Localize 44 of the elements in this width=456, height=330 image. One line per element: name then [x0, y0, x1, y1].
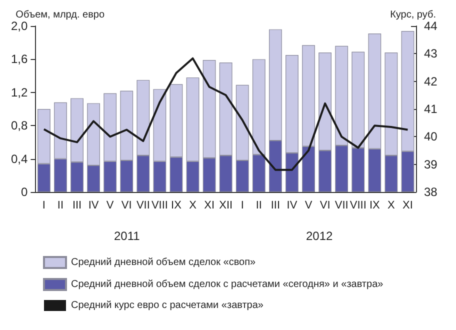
x-tick-label: VI: [121, 200, 132, 212]
x-tick-label: II: [57, 200, 64, 212]
x-tick-label: IX: [171, 200, 182, 212]
legend-label: Средний дневной объем сделок с расчетами «сегодня» и «завтра»: [71, 279, 384, 290]
y2-tick-label: 41: [424, 102, 438, 116]
x-tick-label: VII: [334, 200, 348, 212]
x-tick-label: VII: [136, 200, 150, 212]
x-tick-label: IX: [369, 200, 381, 212]
line-series: [42, 57, 409, 171]
x-tick-label: IV: [88, 200, 100, 212]
y-axis-title: Объем, млрд. евро: [16, 10, 105, 20]
text: 2011: [114, 229, 140, 243]
x-tick-label: I: [42, 200, 46, 212]
y2-tick-label: 39: [424, 157, 438, 172]
y-tick-label: 1,2: [10, 85, 28, 100]
x-tick-label: X: [189, 200, 198, 212]
x-tick-label: III: [270, 200, 280, 212]
x-tick-label: II: [256, 200, 262, 212]
y-tick-label: 0,4: [10, 152, 28, 166]
x-tick-label: VIII: [350, 200, 366, 212]
x-tick-label: VI: [320, 200, 330, 212]
legend-label: Средний курс евро с расчетами «завтра»: [71, 300, 264, 311]
x-tick-label: XII: [219, 200, 233, 212]
x-tick-label: X: [388, 200, 396, 212]
x-tick-label: IV: [286, 200, 298, 212]
y2-tick-label: 40: [424, 130, 438, 144]
y2-tick-label: 43: [424, 46, 438, 61]
legend-label: Средний дневной объем сделок «своп»: [71, 257, 256, 268]
y2-tick-label: 44: [424, 19, 438, 33]
y2-tick-label: 42: [424, 74, 438, 88]
y-tick-label: 2,0: [10, 19, 28, 33]
y2-axis-title: Курс, руб.: [390, 10, 436, 20]
x-tick-label: I: [240, 200, 244, 212]
y-tick-label: 1,6: [10, 52, 28, 66]
x-tick-label: XI: [204, 200, 215, 212]
x-tick-label: XI: [402, 200, 413, 212]
x-tick-label: V: [304, 200, 313, 212]
x-tick-label: V: [106, 200, 114, 212]
y-tick-label: 0,8: [10, 118, 28, 133]
x-tick-label: III: [72, 200, 82, 212]
x-tick-label: VIII: [151, 200, 168, 212]
y2-tick-label: 38: [424, 185, 438, 199]
text: 2012: [306, 229, 334, 243]
y-tick-label: 0: [20, 185, 28, 199]
